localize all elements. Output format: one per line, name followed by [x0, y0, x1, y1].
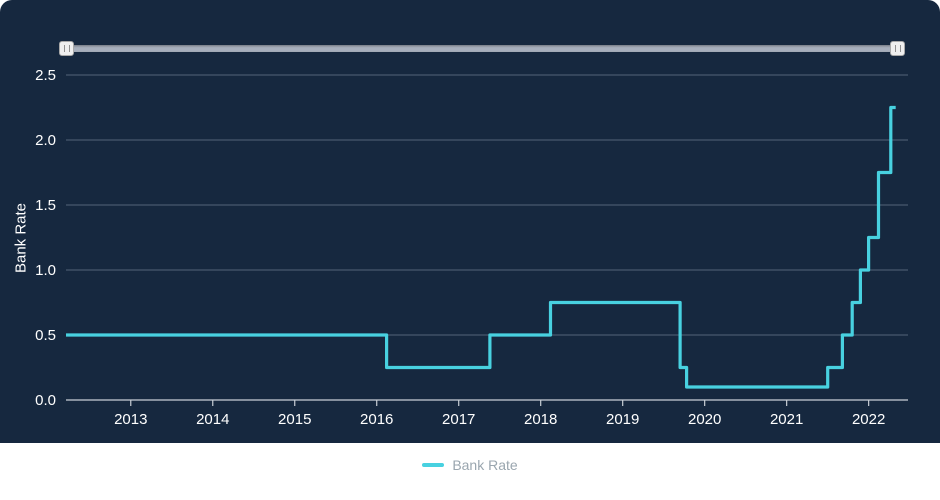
x-axis-tick-label: 2014 [196, 411, 229, 428]
x-axis-tick-label: 2016 [360, 411, 393, 428]
slider-handle-right[interactable] [890, 41, 905, 56]
y-axis-tick-label: 2.5 [35, 67, 56, 84]
legend[interactable]: Bank Rate [0, 457, 940, 473]
x-axis-tick-label: 2020 [688, 411, 721, 428]
x-axis-tick-label: 2013 [114, 411, 147, 428]
x-axis-tick-label: 2017 [442, 411, 475, 428]
chart-plot-area[interactable]: 0.0 0.5 1.0 1.5 2.0 2.5 2013 2014 2015 2016 2017 20… [0, 0, 940, 443]
slider-track[interactable] [62, 45, 902, 52]
y-axis-tick-label: 0.0 [35, 392, 56, 409]
y-axis-tick-label: 1.5 [35, 197, 56, 214]
grip-icon [63, 45, 70, 52]
legend-label: Bank Rate [452, 457, 518, 473]
y-axis-tick-label: 2.0 [35, 132, 56, 149]
bank-rate-series-line [66, 105, 896, 389]
x-axis-tick-label: 2018 [524, 411, 557, 428]
legend-line-swatch-icon [422, 463, 445, 467]
x-axis-tick-label: 2021 [770, 411, 803, 428]
y-axis-tick-label: 1.0 [35, 262, 56, 279]
time-range-slider[interactable] [59, 41, 905, 56]
y-axis-tick-label: 0.5 [35, 327, 56, 344]
chart-panel [0, 0, 940, 443]
slider-handle-left[interactable] [59, 41, 74, 56]
x-axis-tick-label: 2022 [852, 411, 885, 428]
grip-icon [894, 45, 901, 52]
x-axis-tick-label: 2019 [606, 411, 639, 428]
x-axis-tick-label: 2015 [278, 411, 311, 428]
